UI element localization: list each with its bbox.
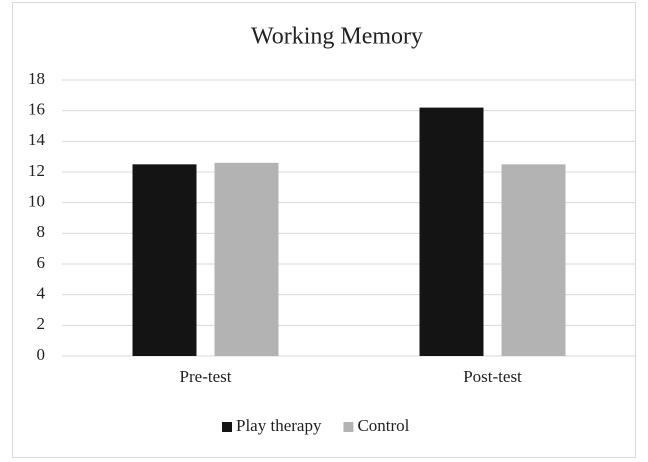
bar — [419, 107, 484, 356]
bar — [132, 164, 197, 356]
y-tick-label: 14 — [28, 130, 46, 149]
legend-swatch — [343, 422, 354, 432]
legend-label: Play therapy — [236, 416, 322, 435]
y-tick-label: 6 — [37, 253, 46, 272]
x-tick-label: Post-test — [463, 367, 522, 386]
y-tick-label: 0 — [37, 345, 46, 364]
legend-swatch — [222, 422, 232, 432]
chart-title: Working Memory — [251, 24, 423, 50]
legend-label: Control — [357, 416, 409, 435]
bar — [214, 162, 279, 356]
y-tick-label: 2 — [37, 314, 46, 333]
y-tick-label: 8 — [37, 222, 46, 241]
y-tick-label: 12 — [28, 161, 45, 180]
y-tick-label: 18 — [28, 69, 45, 88]
x-tick-label: Pre-test — [180, 367, 232, 386]
y-tick-label: 4 — [37, 284, 46, 303]
bar — [501, 164, 566, 356]
y-tick-label: 10 — [28, 192, 45, 211]
y-tick-label: 16 — [28, 100, 45, 119]
